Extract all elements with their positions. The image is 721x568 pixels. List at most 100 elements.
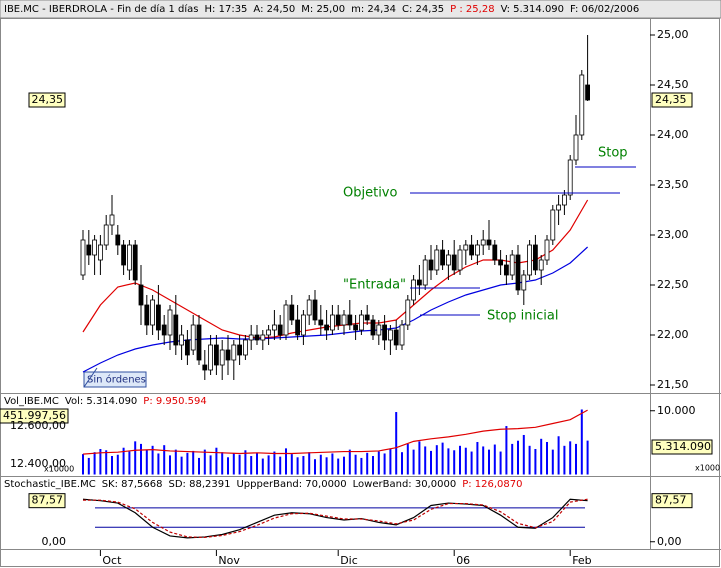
volume-bar <box>134 441 137 475</box>
candle-body <box>440 249 446 266</box>
candle-body <box>161 324 167 336</box>
candle-body <box>486 239 492 246</box>
volume-bar <box>163 445 166 475</box>
volume-bar <box>215 447 218 475</box>
volume-bar <box>424 446 427 475</box>
header-item: V: 5.314.090 <box>501 4 564 15</box>
candle-body <box>219 349 225 366</box>
volume-bar <box>209 455 212 475</box>
header-item: P: 9.950.594 <box>143 396 206 407</box>
volume-bar <box>192 450 195 475</box>
candle-body <box>213 344 219 366</box>
value-tag-text: 87,57 <box>655 494 687 507</box>
candle-body <box>132 244 138 281</box>
candle-body <box>300 314 306 336</box>
candle-body <box>115 234 121 246</box>
volume-bar <box>174 449 177 475</box>
candle-body <box>341 314 347 326</box>
candle-body <box>573 134 579 161</box>
candle-body <box>92 239 97 256</box>
volume-bar <box>314 459 316 475</box>
y-tick-label: 24,50 <box>657 78 689 91</box>
volume-bar <box>540 438 543 475</box>
volume-bar <box>302 456 305 475</box>
header-item: UppperBand: 70,0000 <box>236 479 346 490</box>
volume-bar <box>383 453 386 475</box>
candle-body <box>80 239 86 276</box>
volume-bar <box>256 452 258 475</box>
volume-bar <box>337 458 340 475</box>
volume-bar <box>232 453 235 475</box>
header-item: F: 06/02/2006 <box>570 4 639 15</box>
volume-bar <box>360 457 363 475</box>
volume-bar <box>441 442 444 475</box>
volume-bar <box>499 451 502 475</box>
y-tick-label: 23,50 <box>657 178 689 191</box>
candle-body <box>312 299 318 321</box>
candle-body <box>562 194 567 206</box>
volume-bar <box>261 458 264 475</box>
left-label: 12.600,00 <box>10 419 66 432</box>
candle-body <box>266 329 272 336</box>
candle-body <box>457 249 463 271</box>
volume-bar <box>517 440 519 475</box>
volume-bar <box>221 452 224 475</box>
volume-bar <box>111 456 113 475</box>
unit-label: x10000 <box>44 465 74 474</box>
volume-bar <box>412 449 415 475</box>
header-item: M: 25,00 <box>301 4 345 15</box>
x-tick-label: Dic <box>340 554 358 567</box>
moving-average <box>82 199 589 339</box>
candle-body <box>306 299 312 316</box>
annotation-label: Stop inicial <box>487 309 559 324</box>
volume-bar <box>377 451 380 475</box>
x-tick-label: 06 <box>456 554 470 567</box>
volume-bar <box>319 454 322 475</box>
volume-bar <box>151 445 154 475</box>
volume-bar <box>534 449 537 475</box>
volume-bar <box>93 452 96 475</box>
candle-body <box>127 244 132 271</box>
y-tick-label: 24,00 <box>657 128 689 141</box>
candle-body <box>329 314 335 331</box>
volume-bar <box>157 453 160 475</box>
annotation-label: Objetivo <box>343 186 397 201</box>
volume-bar <box>244 450 247 475</box>
header-item: Stochastic_IBE.MC <box>4 479 96 490</box>
candle-body <box>242 339 248 356</box>
candle-body <box>190 324 196 351</box>
volume-bar <box>116 454 119 475</box>
candle-body <box>295 319 301 336</box>
candle-body <box>422 259 428 286</box>
candle-body <box>538 259 544 271</box>
value-tag-text: 24,35 <box>32 93 64 106</box>
header-item: IBE.MC - IBERDROLA - Fin de día 1 días <box>4 3 199 15</box>
header-item: H: 17:35 <box>205 4 248 15</box>
candle-body <box>184 339 190 356</box>
volume-bar <box>186 452 189 475</box>
panel-header: Stochastic_IBE.MC SK: 87,5668 SD: 88,2391 U… <box>4 479 522 490</box>
volume-bar <box>279 456 282 475</box>
panel-header: Vol_IBE.MC Vol: 5.314.090 P: 9.950.594 <box>4 396 207 407</box>
candle-body <box>103 224 109 246</box>
candle-body <box>283 304 289 336</box>
candle-body <box>208 344 214 371</box>
candle-body <box>521 274 527 291</box>
annotation-label: Stop <box>598 146 628 161</box>
candle-body <box>544 239 550 261</box>
candle-body <box>364 314 370 321</box>
volume-bar <box>447 448 450 475</box>
volume-bar <box>551 449 554 475</box>
candle-body <box>155 304 161 331</box>
candle-body <box>480 239 486 246</box>
candle-body <box>533 244 538 271</box>
volume-bar <box>366 452 369 475</box>
volume-bar <box>586 440 589 475</box>
volume-bar <box>227 457 229 475</box>
candle-body <box>585 84 590 101</box>
candle-body <box>434 249 440 271</box>
volume-bar <box>459 445 461 475</box>
volume-bar <box>169 455 171 475</box>
volume-bar <box>418 441 421 475</box>
